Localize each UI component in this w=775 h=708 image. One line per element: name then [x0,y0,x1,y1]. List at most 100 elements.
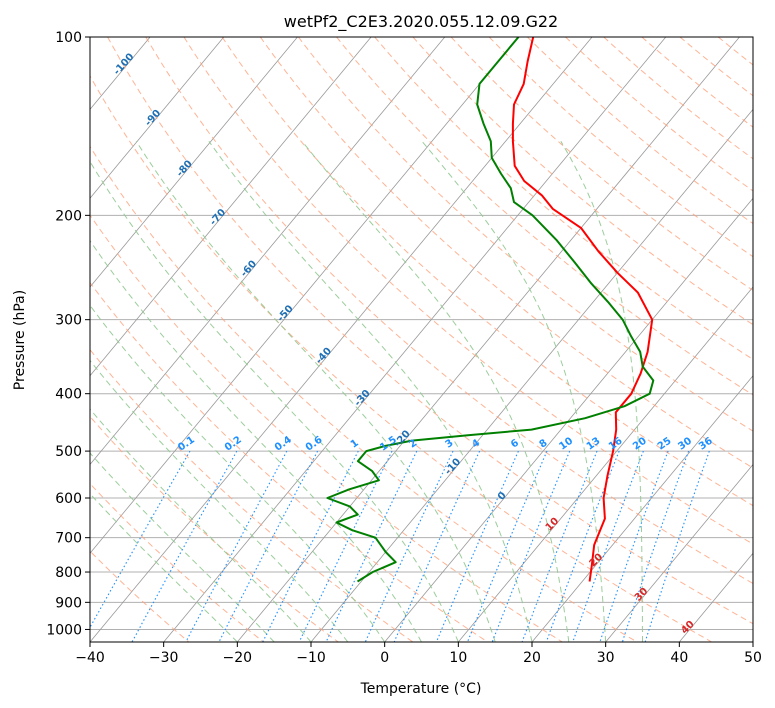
mixing-ratio-label: 20 [631,436,649,453]
moist-adiabat [135,141,496,642]
mixing-ratio-line [644,450,710,642]
isotherm-line [90,37,593,642]
mixing-ratio-line [325,450,418,642]
mixing-ratio-line [218,450,319,642]
mixing-ratio-line [298,450,393,642]
y-tick-label: 1000 [46,622,82,638]
x-tick-label: 10 [449,650,467,666]
isotherm-line [90,37,519,554]
mixing-ratio-line [466,450,548,642]
dry-adiabat [527,37,753,225]
isotherm-label: -90 [143,108,163,129]
moist-adiabat [90,359,349,642]
y-tick-label: 300 [55,313,82,329]
dry-adiabat [145,37,753,584]
y-tick-label: 600 [55,491,82,507]
isotherm-line [163,37,667,642]
temperature-profile-line [511,37,654,582]
isotherm-line [90,37,372,377]
x-tick-label: 50 [744,650,762,666]
mixing-ratio-label: 3 [444,438,456,451]
dry-adiabat [221,37,753,507]
y-tick-label: 800 [55,565,82,581]
x-tick-label: 40 [670,650,688,666]
dry-adiabat [756,37,775,642]
dry-adiabat [603,37,753,160]
mixing-ratio-line [435,450,519,642]
dry-adiabat [90,74,712,642]
mixing-ratio-label: 25 [656,436,674,453]
background-lines [0,37,775,642]
dry-adiabat [107,37,753,625]
dry-adiabat [90,348,414,642]
mixing-ratio-label: 36 [697,436,715,453]
moist-adiabat [208,141,533,642]
isotherm-line [90,37,225,199]
isotherm-line [90,37,446,466]
isotherm-label: 0 [496,490,509,503]
isotherm-line [90,37,298,288]
isotherm-line [531,375,753,642]
mixing-ratio-label: 8 [538,438,550,451]
moist-adiabat [90,239,422,642]
mixing-ratio-label: 13 [585,436,603,453]
isotherm-line [0,37,3,642]
y-tick-label: 100 [55,30,82,46]
y-axis-label: Pressure (hPa) [12,290,28,390]
dewpoint-profile-line [326,37,655,583]
dry-adiabat [374,37,753,361]
mixing-ratio-label: 1 [349,438,361,451]
mixing-ratio-line [599,450,669,642]
equivalent-temperature-label: 40 [679,619,697,637]
isotherm-line [384,197,753,642]
dry-adiabat [641,37,753,128]
chart-title: wetPf2_C2E3.2020.055.12.09.G22 [284,12,558,32]
isotherm-label: -100 [112,51,137,77]
x-tick-label: 0 [380,650,389,666]
dry-adiabat [412,37,753,326]
isotherm-label: -60 [239,259,259,280]
mixing-ratio-line [491,450,571,642]
moist-adiabat [90,452,275,642]
moist-adiabat [421,140,607,642]
isotherm-line [605,463,753,642]
x-axis-label: Temperature (°C) [360,681,482,697]
y-tick-label: 500 [55,444,82,460]
dry-adiabat [90,550,190,642]
isotherm-line [678,552,753,642]
dry-adiabat [565,37,753,192]
mixing-ratio-line [262,450,359,642]
dry-adiabat [679,37,753,97]
mixing-ratio-line [90,450,191,629]
isotherm-label: -80 [175,158,195,179]
y-tick-label: 900 [55,595,82,611]
isotherm-label: -10 [443,456,463,477]
isotherm-line [752,641,753,642]
moist-adiabat [560,141,643,642]
dry-adiabat [183,37,753,545]
dry-adiabat [298,37,753,432]
dry-adiabat [90,145,638,642]
plot-frame [89,36,754,643]
dry-adiabat [90,415,339,642]
y-tick-label: 200 [55,208,82,224]
moist-adiabat [301,140,570,642]
isotherm-label: -50 [275,303,295,324]
x-tick-label: 30 [597,650,615,666]
y-tick-label: 700 [55,531,82,547]
moist-adiabat [90,493,238,642]
x-tick-label: −10 [296,650,326,666]
equivalent-temperature-label: 20 [588,552,606,570]
line-annotations: 0.1 0.2 0.4 0.6 1 1.5 2 3 4 6 8 10 13 16 20 25 30 36-100-… [112,51,715,636]
dry-adiabat [450,37,753,292]
mixing-ratio-label: 6 [509,438,521,451]
isotherm-line [236,37,740,642]
mixing-ratio-line [572,450,644,642]
mixing-ratio-label: 10 [557,436,575,453]
mixing-ratio-line [131,450,238,642]
isotherm-line [310,108,753,642]
x-tick-label: −30 [149,650,179,666]
mixing-ratio-line [621,450,690,642]
dry-adiabat [717,37,753,66]
equivalent-temperature-label: 30 [633,586,651,604]
